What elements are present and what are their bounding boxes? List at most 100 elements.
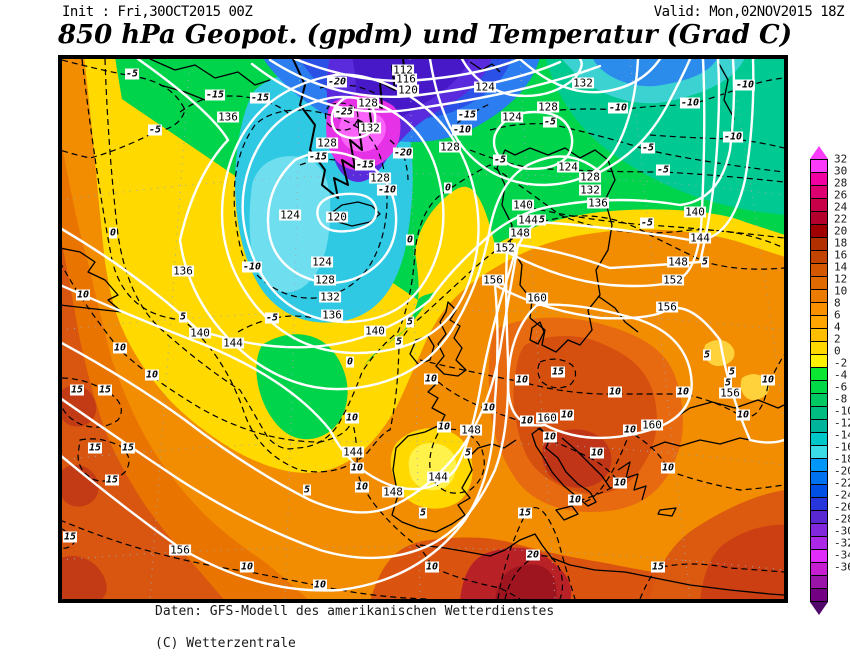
temp-contour-minus15-1 bbox=[179, 95, 291, 116]
colorbar-box bbox=[811, 328, 827, 341]
temp-contour-minus5-ne2 bbox=[469, 149, 784, 183]
colorbar-arrow-down bbox=[810, 602, 828, 615]
colorbar-tick-label: 10 bbox=[834, 284, 848, 298]
colorbar-tick-label: -28 bbox=[834, 512, 850, 526]
colorbar-tick-label: -6 bbox=[834, 380, 848, 394]
colorbar-tick-label: -34 bbox=[834, 548, 850, 562]
geopotential-contour-layer bbox=[62, 59, 784, 592]
colorbar-tick-label: 6 bbox=[834, 308, 841, 322]
colorbar-tick-label: -8 bbox=[834, 392, 848, 406]
geo-contour-120-iceland bbox=[316, 192, 378, 233]
colorbar-box bbox=[811, 406, 827, 419]
colorbar-box bbox=[811, 211, 827, 224]
colorbar-box bbox=[811, 263, 827, 276]
colorbar-box bbox=[811, 198, 827, 211]
colorbar-tick-label: 32 bbox=[834, 152, 848, 166]
geo-contour-116 bbox=[268, 59, 562, 98]
colorbar-tick-label: -18 bbox=[834, 452, 850, 466]
temp-contour-minus15-2 bbox=[299, 158, 336, 166]
colorbar-box bbox=[811, 354, 827, 367]
colorbar-tick-label: -12 bbox=[834, 416, 850, 430]
temp-contour-15-poland bbox=[537, 358, 577, 389]
colorbar-tick-label: -32 bbox=[834, 536, 850, 550]
colorbar-box bbox=[811, 393, 827, 406]
temp-contour-minus20-2 bbox=[389, 139, 409, 181]
colorbar-tick-label: 14 bbox=[834, 260, 848, 274]
colorbar-box bbox=[811, 575, 827, 588]
coastline-sicily bbox=[555, 505, 579, 521]
footer-data-source: Daten: GFS-Modell des amerikanischen Wet… bbox=[155, 604, 555, 619]
colorbar-box bbox=[811, 250, 827, 263]
colorbar-box bbox=[811, 484, 827, 497]
colorbar-tick-label: 4 bbox=[834, 320, 841, 334]
geo-contour-144 bbox=[62, 59, 755, 491]
temp-contour-15-med bbox=[497, 506, 576, 599]
coastline-greece bbox=[617, 461, 677, 517]
colorbar-box bbox=[811, 289, 827, 302]
colorbar-boxes bbox=[810, 159, 828, 602]
colorbar-tick-label: 20 bbox=[834, 224, 848, 238]
colorbar-tick-label: 30 bbox=[834, 164, 848, 178]
colorbar-tick-label: -14 bbox=[834, 428, 850, 442]
colorbar-tick-label: 26 bbox=[834, 188, 848, 202]
colorbar-box bbox=[811, 160, 827, 172]
colorbar-tick-label: 24 bbox=[834, 200, 848, 214]
coastline-canadian-arctic bbox=[149, 59, 271, 101]
temp-contour-0-west bbox=[104, 59, 784, 450]
colorbar-box bbox=[811, 458, 827, 471]
fill-yellow-spot-ne1 bbox=[704, 339, 735, 367]
colorbar-box bbox=[811, 237, 827, 250]
colorbar-tick-label: 12 bbox=[834, 272, 848, 286]
colorbar-tick-label: 18 bbox=[834, 236, 848, 250]
geo-contour-132-east bbox=[518, 59, 662, 94]
coastline-denmark bbox=[529, 321, 545, 345]
colorbar-tick-label: -20 bbox=[834, 464, 850, 478]
coastline-balkan bbox=[561, 437, 611, 489]
colorbar-tick-label: -26 bbox=[834, 500, 850, 514]
colorbar-tick-label: -2 bbox=[834, 356, 848, 370]
map-border bbox=[58, 55, 788, 603]
colorbar-box bbox=[811, 185, 827, 198]
colorbar-tick-label: -24 bbox=[834, 488, 850, 502]
colorbar-tick-label: -36 bbox=[834, 560, 850, 574]
temp-contour-10-southwest bbox=[62, 520, 431, 599]
colorbar-box bbox=[811, 549, 827, 562]
colorbar-tick-label: -10 bbox=[834, 404, 850, 418]
fill-darkorange-sw bbox=[62, 244, 224, 599]
temp-contour-5-iberia-loop bbox=[429, 428, 485, 494]
fill-lightyellow-iberia-core bbox=[408, 443, 457, 491]
colorbar-box bbox=[811, 471, 827, 484]
fill-red-spot2 bbox=[62, 464, 99, 507]
colorbar-tick-label: 22 bbox=[834, 212, 848, 226]
temp-contour-minus5-biscay bbox=[237, 315, 316, 333]
geo-contour-128-east bbox=[428, 59, 640, 187]
colorbar-tick-label: -4 bbox=[834, 368, 848, 382]
colorbar-box bbox=[811, 224, 827, 237]
geo-contour-128-atlantic bbox=[241, 95, 445, 324]
colorbar-box bbox=[811, 419, 827, 432]
temp-contour-15-sw1 bbox=[62, 377, 122, 428]
fill-red-balkans bbox=[542, 429, 612, 488]
colorbar-tick-label: 16 bbox=[834, 248, 848, 262]
temp-contour-minus5-ne1 bbox=[489, 123, 784, 173]
colorbar-box bbox=[811, 341, 827, 354]
colorbar-arrow-up bbox=[810, 146, 828, 159]
colorbar-tick-label: -16 bbox=[834, 440, 850, 454]
colorbar-tick-label: -22 bbox=[834, 476, 850, 490]
colorbar-tick-label: 28 bbox=[834, 176, 848, 190]
attribution-footer: Daten: GFS-Modell des amerikanischen Wet… bbox=[155, 604, 554, 657]
colorbar-tick-label: 0 bbox=[834, 344, 841, 358]
temp-contour-5-west bbox=[81, 59, 784, 473]
colorbar-box bbox=[811, 315, 827, 328]
colorbar-tick-label: 8 bbox=[834, 296, 841, 310]
colorbar-box bbox=[811, 172, 827, 185]
coastline-france-iberia bbox=[391, 381, 517, 533]
temp-contour-minus10-trough bbox=[233, 109, 388, 299]
colorbar-box bbox=[811, 445, 827, 458]
colorbar-box bbox=[811, 536, 827, 549]
coastline-newfoundland bbox=[62, 247, 123, 313]
colorbar-box bbox=[811, 432, 827, 445]
fill-lightcyan-core bbox=[249, 156, 331, 293]
colorbar-box bbox=[811, 367, 827, 380]
